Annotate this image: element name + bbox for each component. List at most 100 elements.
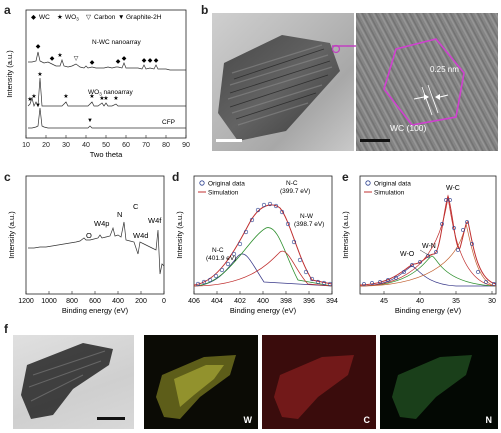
svg-text:★: ★ bbox=[103, 95, 108, 102]
edx-map-n-label: N bbox=[485, 415, 493, 425]
xrd-xtick: 50 bbox=[102, 142, 110, 149]
xrd-legend: ◆ WC ★ WO3 ▽ Carbon ▼ Graphite-2H bbox=[31, 13, 162, 22]
n1s-xtick: 404 bbox=[211, 298, 223, 305]
n1s-xtick: 396 bbox=[303, 298, 315, 305]
w4f-xtick: 30 bbox=[488, 298, 496, 305]
legend-original-label: Original data bbox=[208, 181, 245, 188]
lattice-line bbox=[427, 84, 439, 114]
xps-survey-chart: 1200 1000 800 600 400 200 0 Binding ener… bbox=[7, 175, 166, 315]
legend-wc-icon: ◆ bbox=[31, 14, 37, 21]
xrd-trace-nwc-markers: ◆◆ ★ ▽ ◆ ◆ ◆ ◆ ◆ ◆ bbox=[36, 44, 159, 66]
n1s-comp-399 bbox=[193, 227, 333, 287]
legend-simulation-label: Simulation bbox=[374, 190, 405, 197]
svg-text:◆: ◆ bbox=[142, 58, 147, 64]
xrd-trace-cfp bbox=[28, 107, 186, 129]
survey-ylabel: Intensity (a.u.) bbox=[7, 211, 16, 259]
legend-graphite-icon: ▼ bbox=[118, 14, 124, 21]
crystal-plane-label: WC (100) bbox=[390, 123, 427, 133]
xrd-xtick: 70 bbox=[142, 142, 150, 149]
w4f-xtick: 35 bbox=[452, 298, 460, 305]
legend-wo3-label: WO3 bbox=[65, 14, 79, 22]
panel-c-label: c bbox=[4, 170, 11, 184]
n1s-comp-398 bbox=[193, 250, 333, 287]
legend-original-label: Original data bbox=[374, 181, 411, 188]
w4f-comp-wo bbox=[359, 265, 496, 287]
xrd-xtick: 80 bbox=[162, 142, 170, 149]
w4f-original-points bbox=[362, 198, 496, 286]
svg-text:★: ★ bbox=[27, 96, 32, 103]
svg-text:★: ★ bbox=[113, 95, 118, 102]
tem-lowmag-image bbox=[212, 13, 354, 151]
xrd-xtick: 30 bbox=[62, 142, 70, 149]
w4f-annotations: W-O W-N W-C bbox=[400, 185, 460, 258]
svg-text:◆: ◆ bbox=[50, 56, 55, 62]
tem-scalebar bbox=[216, 139, 242, 142]
n1s-xtick: 406 bbox=[188, 298, 200, 305]
n1s-xtick: 394 bbox=[326, 298, 338, 305]
legend-wc-label: WC bbox=[39, 14, 50, 21]
n1s-chart: 406 404 402 400 398 396 394 Binding ener… bbox=[175, 175, 338, 315]
w4f-xtick: 45 bbox=[380, 298, 388, 305]
peak-label-n: N bbox=[117, 210, 122, 219]
svg-text:★: ★ bbox=[37, 71, 42, 78]
w4f-simulation bbox=[359, 194, 497, 286]
svg-text:(401.9 eV): (401.9 eV) bbox=[206, 255, 236, 262]
trace-label-wo3: WO3 nanoarray bbox=[88, 89, 134, 97]
svg-text:◆: ◆ bbox=[36, 44, 41, 50]
xrd-xtick: 90 bbox=[182, 142, 190, 149]
peak-label-w4f: W4f bbox=[148, 216, 162, 225]
xrd-cfp-marker: ▼ bbox=[87, 118, 93, 124]
survey-xtick: 200 bbox=[135, 298, 147, 305]
survey-xtick: 800 bbox=[66, 298, 78, 305]
svg-text:★: ★ bbox=[89, 93, 94, 100]
w4f-ylabel: Intensity (a.u.) bbox=[341, 211, 350, 259]
survey-xtick: 1000 bbox=[41, 298, 57, 305]
w4f-xtick: 40 bbox=[416, 298, 424, 305]
lattice-spacing-label: 0.25 nm bbox=[430, 65, 459, 74]
xrd-trace-wo3-markers: ★★★★ ★ ★★ ★ bbox=[27, 71, 118, 103]
edx-map-w-label: W bbox=[243, 415, 253, 425]
edx-map-n: N bbox=[380, 335, 498, 429]
xrd-xlabel: Two theta bbox=[90, 150, 123, 159]
peak-label-w4p: W4p bbox=[94, 219, 109, 228]
peak-label-w4d: W4d bbox=[133, 231, 148, 240]
svg-text:W-N: W-N bbox=[422, 243, 436, 250]
legend-original-icon bbox=[365, 180, 371, 186]
edx-scalebar bbox=[97, 417, 125, 420]
xrd-xtick: 40 bbox=[82, 142, 90, 149]
n1s-xtick: 400 bbox=[257, 298, 269, 305]
n1s-original-points bbox=[195, 201, 333, 287]
panel-a-label: a bbox=[4, 3, 11, 17]
n1s-xtick: 402 bbox=[234, 298, 246, 305]
panel-d-label: d bbox=[172, 170, 180, 184]
trace-label-cfp: CFP bbox=[162, 119, 175, 126]
legend-carbon-label: Carbon bbox=[94, 14, 116, 21]
xrd-trace-nwc bbox=[28, 51, 186, 71]
svg-text:◆: ◆ bbox=[122, 56, 127, 62]
xrd-ylabel: Intensity (a.u.) bbox=[5, 50, 14, 98]
svg-text:★: ★ bbox=[57, 52, 62, 59]
tem-nanorod-bundle bbox=[218, 35, 341, 141]
peak-label-c: C bbox=[133, 202, 139, 211]
svg-text:◆: ◆ bbox=[90, 60, 95, 66]
svg-text:◆: ◆ bbox=[154, 58, 159, 64]
xrd-trace-wo3 bbox=[27, 77, 186, 108]
legend-simulation-label: Simulation bbox=[208, 190, 239, 197]
survey-trace bbox=[28, 221, 165, 275]
svg-text:W-C: W-C bbox=[446, 185, 460, 192]
xrd-cfp-marker: ▼ bbox=[35, 103, 41, 109]
survey-peak-labels: O W4p N C W4d W4f bbox=[86, 202, 162, 240]
edx-map-w: W bbox=[144, 335, 258, 429]
svg-text:N-C: N-C bbox=[286, 180, 298, 187]
hrtem-image: 0.25 nm WC (100) bbox=[356, 13, 498, 151]
svg-text:◆: ◆ bbox=[148, 58, 153, 64]
svg-text:▽: ▽ bbox=[74, 56, 79, 62]
svg-text:N-C: N-C bbox=[212, 247, 224, 254]
xrd-xtick: 60 bbox=[122, 142, 130, 149]
n1s-ylabel: Intensity (a.u.) bbox=[175, 211, 184, 259]
edx-map-c: C bbox=[262, 335, 376, 429]
hrtem-hexagon-outline bbox=[383, 38, 465, 126]
panel-e-label: e bbox=[342, 170, 349, 184]
n1s-xtick: 398 bbox=[280, 298, 292, 305]
svg-text:★: ★ bbox=[99, 95, 104, 102]
